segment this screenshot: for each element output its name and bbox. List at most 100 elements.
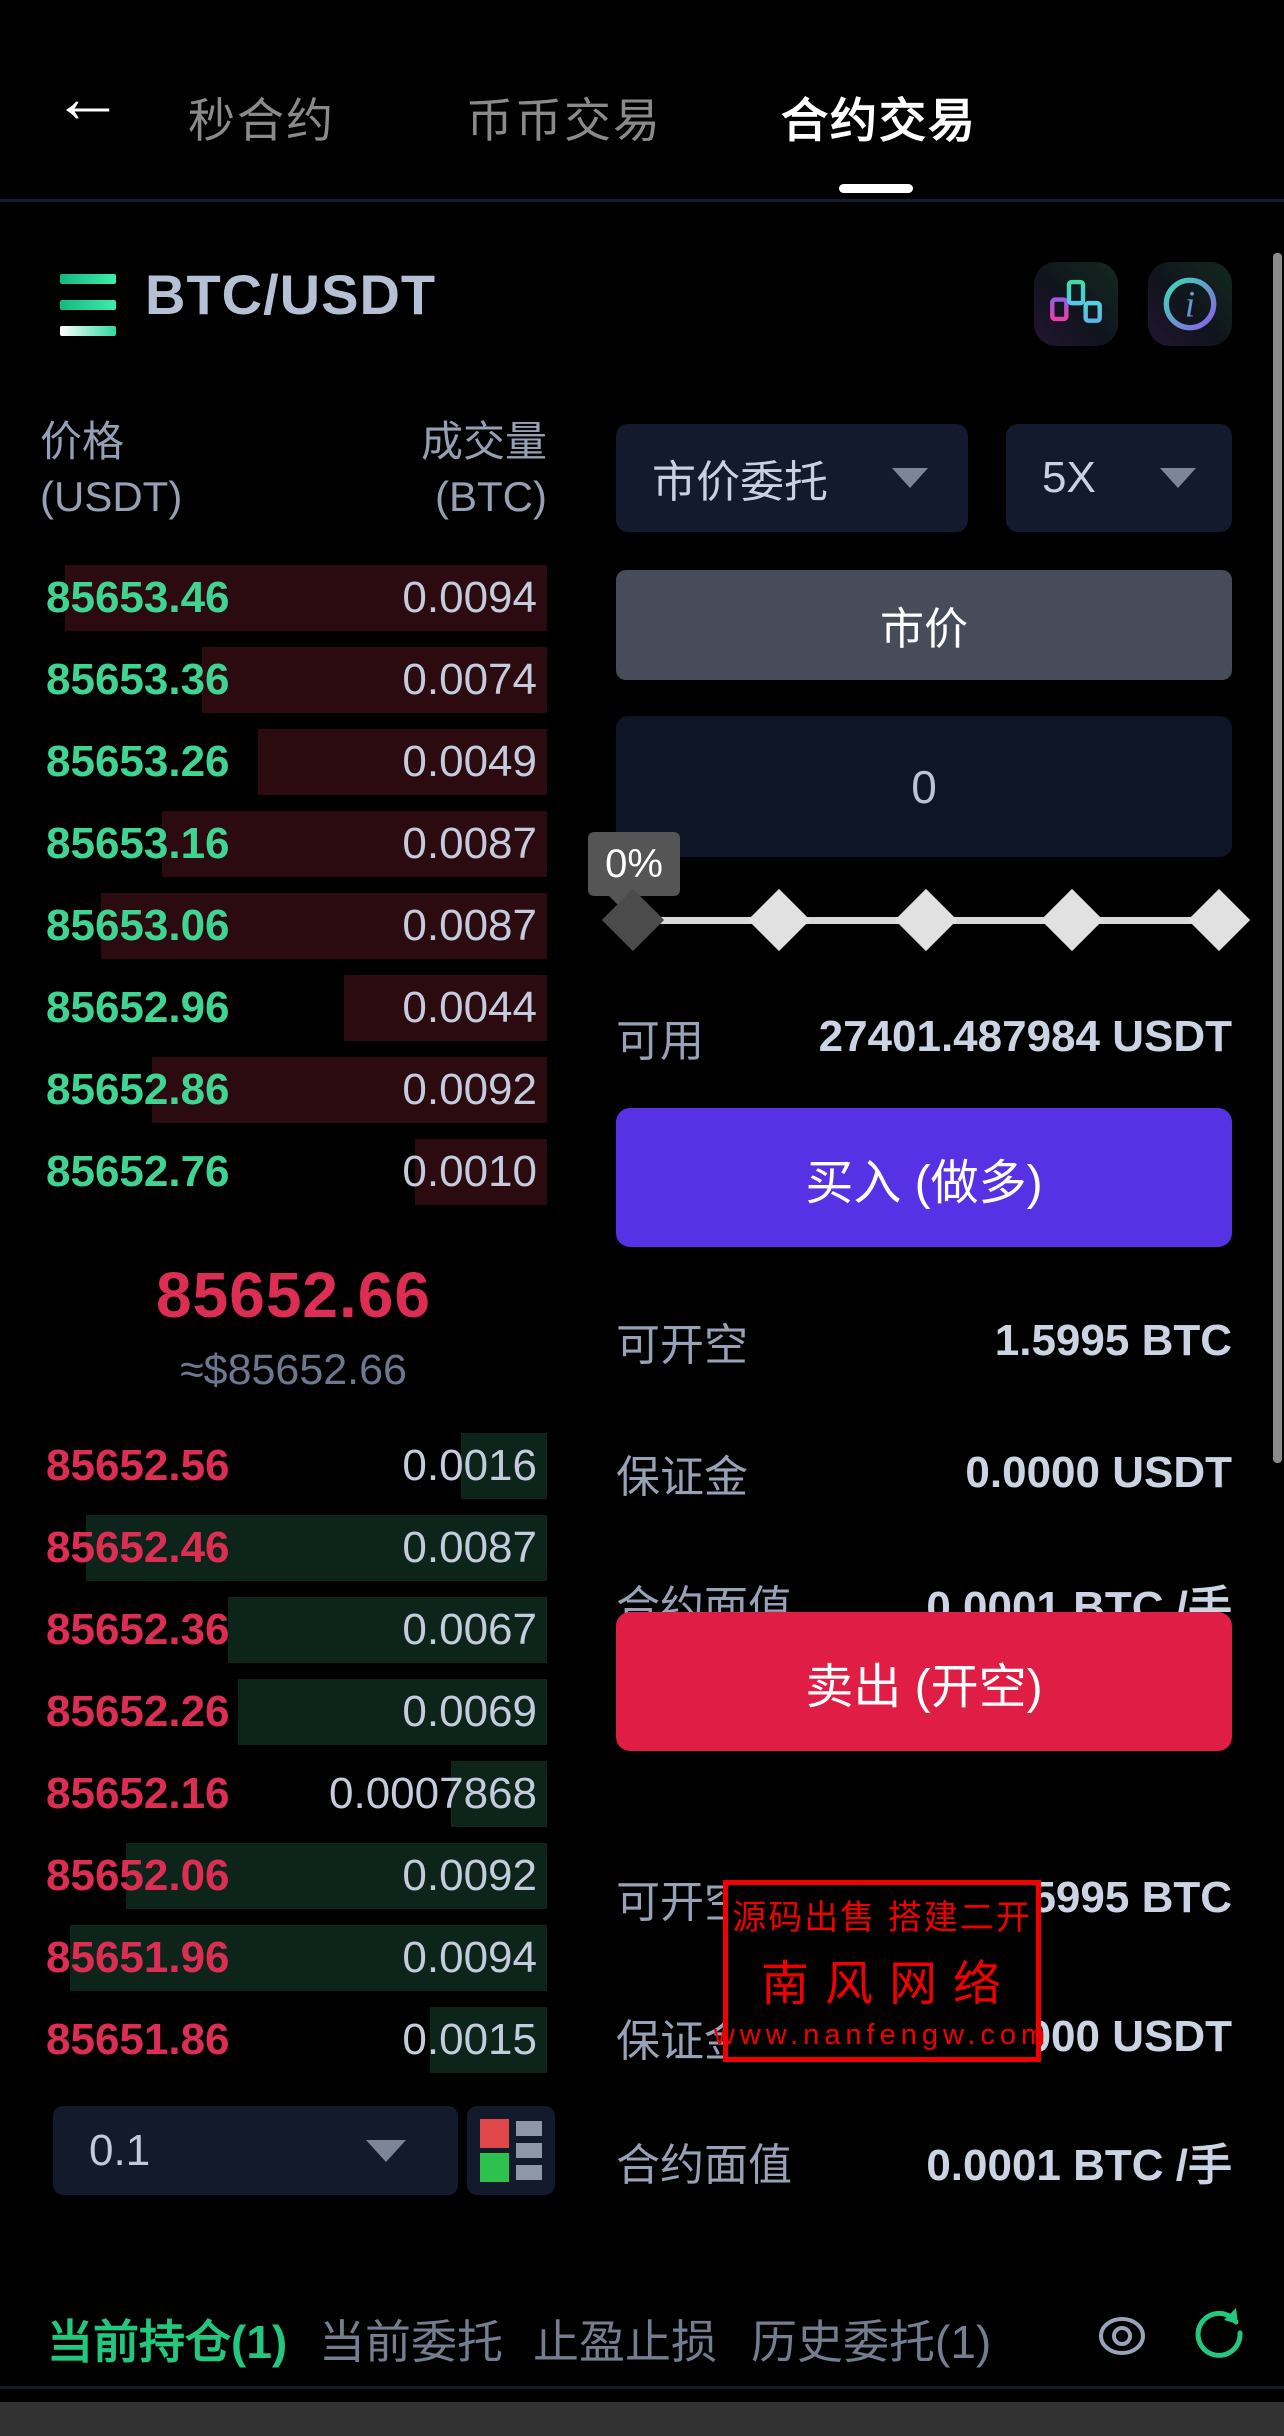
order-volume: 0.0094 xyxy=(402,1933,537,1982)
available-label: 可用 xyxy=(616,1017,704,1066)
tab-history-orders[interactable]: 历史委托(1) xyxy=(751,2316,992,2368)
info-label: 合约面值 xyxy=(616,2141,792,2190)
last-price: 85652.66 xyxy=(156,1259,431,1331)
order-volume: 0.0094 xyxy=(402,572,537,622)
info-value: 1.5995 BTC xyxy=(994,1316,1232,1365)
info-icon: i xyxy=(1163,277,1217,331)
refresh-icon[interactable] xyxy=(1188,2302,1250,2369)
order-price: 85653.26 xyxy=(46,736,230,786)
order-price: 85652.26 xyxy=(46,1687,230,1736)
back-arrow-icon[interactable]: ← xyxy=(52,58,124,138)
slider-marker[interactable] xyxy=(747,888,811,952)
order-price: 85651.96 xyxy=(46,1933,230,1982)
buy-long-button[interactable]: 买入 (做多) xyxy=(616,1108,1232,1247)
order-volume: 0.0087 xyxy=(402,818,537,868)
orderbook-row[interactable]: 85653.26 0.0049 xyxy=(40,728,547,795)
depth-bar xyxy=(258,728,547,795)
orderbook-row[interactable]: 85653.06 0.0087 xyxy=(40,892,547,959)
depth-bar xyxy=(202,646,547,713)
order-type-select[interactable]: 市价委托 xyxy=(616,424,968,532)
depth-bar xyxy=(65,564,547,631)
orderbook-row[interactable]: 85652.36 0.0067 xyxy=(40,1597,547,1663)
depth-bar xyxy=(430,2007,547,2073)
depth-bar xyxy=(70,1925,547,1991)
orderbook-row[interactable]: 85652.56 0.0016 xyxy=(40,1433,547,1499)
candlestick-chart-button[interactable] xyxy=(1034,262,1118,346)
info-label: 保证金 xyxy=(616,1453,748,1502)
pair-title: BTC/USDT xyxy=(145,263,437,326)
orderbook-row[interactable]: 85651.96 0.0094 xyxy=(40,1925,547,1991)
order-volume: 0.0007868 xyxy=(329,1769,537,1818)
tab-seconds-contract[interactable]: 秒合约 xyxy=(188,94,335,147)
orderbook-row[interactable]: 85653.46 0.0094 xyxy=(40,564,547,631)
svg-text:i: i xyxy=(1185,283,1195,324)
order-price: 85652.36 xyxy=(46,1605,230,1654)
menu-icon[interactable] xyxy=(60,274,116,336)
amount-slider[interactable] xyxy=(601,888,1251,952)
orderbook-row[interactable]: 85651.86 0.0015 xyxy=(40,2007,547,2073)
slider-marker[interactable] xyxy=(1187,888,1251,952)
depth-mode-icon xyxy=(480,2119,509,2182)
depth-bar xyxy=(237,1679,547,1745)
market-price-field[interactable]: 市价 xyxy=(616,570,1232,680)
orderbook-row[interactable]: 85653.36 0.0074 xyxy=(40,646,547,713)
order-volume: 0.0015 xyxy=(402,2015,537,2064)
depth-bar xyxy=(415,1138,547,1205)
order-volume: 0.0067 xyxy=(402,1605,537,1654)
info-button[interactable]: i xyxy=(1148,262,1232,346)
volume-header: 成交量 xyxy=(420,418,547,465)
candlestick-chart-icon xyxy=(1050,275,1102,328)
orderbook-row[interactable]: 85652.26 0.0069 xyxy=(40,1679,547,1745)
watermark-line: 源码出售 搭建二开 xyxy=(732,1899,1032,1937)
price-header-unit: (USDT) xyxy=(40,473,183,521)
chevron-down-icon xyxy=(1160,468,1196,488)
depth-bar xyxy=(151,1056,547,1123)
price-header: 价格 xyxy=(40,418,125,465)
watermark-line: www.nanfengw.com xyxy=(713,2019,1051,2051)
order-price: 85652.96 xyxy=(46,982,230,1032)
tick-size-value: 0.1 xyxy=(89,2125,151,2175)
depth-bar xyxy=(161,810,547,877)
tick-size-select[interactable]: 0.1 xyxy=(53,2106,458,2195)
last-price-block: 85652.66 ≈$85652.66 xyxy=(40,1258,547,1395)
orderbook-row[interactable]: 85652.86 0.0092 xyxy=(40,1056,547,1123)
chevron-down-icon xyxy=(366,2139,406,2162)
depth-display-mode-button[interactable] xyxy=(467,2106,555,2195)
orderbook-row[interactable]: 85652.16 0.0007868 xyxy=(40,1761,547,1827)
bids-list: 85652.56 0.0016 85652.46 0.0087 85652.36 0.00… xyxy=(40,1433,547,2089)
order-volume: 0.0074 xyxy=(402,654,537,704)
tab-tp-sl[interactable]: 止盈止损 xyxy=(533,2316,717,2368)
orderbook-row[interactable]: 85652.06 0.0092 xyxy=(40,1843,547,1909)
order-price: 85651.86 xyxy=(46,2015,230,2064)
depth-bar xyxy=(85,1515,547,1581)
depth-bar xyxy=(450,1761,547,1827)
scrollbar[interactable] xyxy=(1273,253,1282,1463)
orderbook-row[interactable]: 85652.76 0.0010 xyxy=(40,1138,547,1205)
info-value: 0.0001 BTC /手 xyxy=(926,2141,1232,2190)
home-indicator-bar xyxy=(0,2402,1284,2436)
available-value: 27401.487984 USDT xyxy=(818,1012,1232,1061)
available-row: 可用 27401.487984 USDT xyxy=(616,1008,1232,1066)
order-price: 85652.86 xyxy=(46,1064,230,1114)
leverage-value: 5X xyxy=(1042,453,1096,502)
slider-marker[interactable] xyxy=(1040,888,1104,952)
order-volume: 0.0092 xyxy=(402,1064,537,1114)
slider-handle[interactable] xyxy=(601,888,665,952)
tab-current-orders[interactable]: 当前委托 xyxy=(319,2316,503,2368)
orderbook-row[interactable]: 85652.96 0.0044 xyxy=(40,974,547,1041)
order-volume: 0.0087 xyxy=(402,1523,537,1572)
tab-spot-trade[interactable]: 币币交易 xyxy=(466,94,662,147)
orderbook-row[interactable]: 85653.16 0.0087 xyxy=(40,810,547,877)
tab-current-positions[interactable]: 当前持仓(1) xyxy=(47,2316,288,2368)
eye-icon[interactable] xyxy=(1094,2308,1150,2369)
orderbook-row[interactable]: 85652.46 0.0087 xyxy=(40,1515,547,1581)
depth-bar xyxy=(227,1597,547,1663)
sell-short-button[interactable]: 卖出 (开空) xyxy=(616,1612,1232,1751)
watermark-line: 南风网络 xyxy=(760,1958,1017,2011)
active-tab-underline xyxy=(839,184,913,193)
amount-input[interactable]: 0 xyxy=(616,716,1232,857)
slider-marker[interactable] xyxy=(894,888,958,952)
depth-bar xyxy=(126,1843,547,1909)
leverage-select[interactable]: 5X xyxy=(1006,424,1232,532)
tab-contract-trade[interactable]: 合约交易 xyxy=(781,94,977,147)
